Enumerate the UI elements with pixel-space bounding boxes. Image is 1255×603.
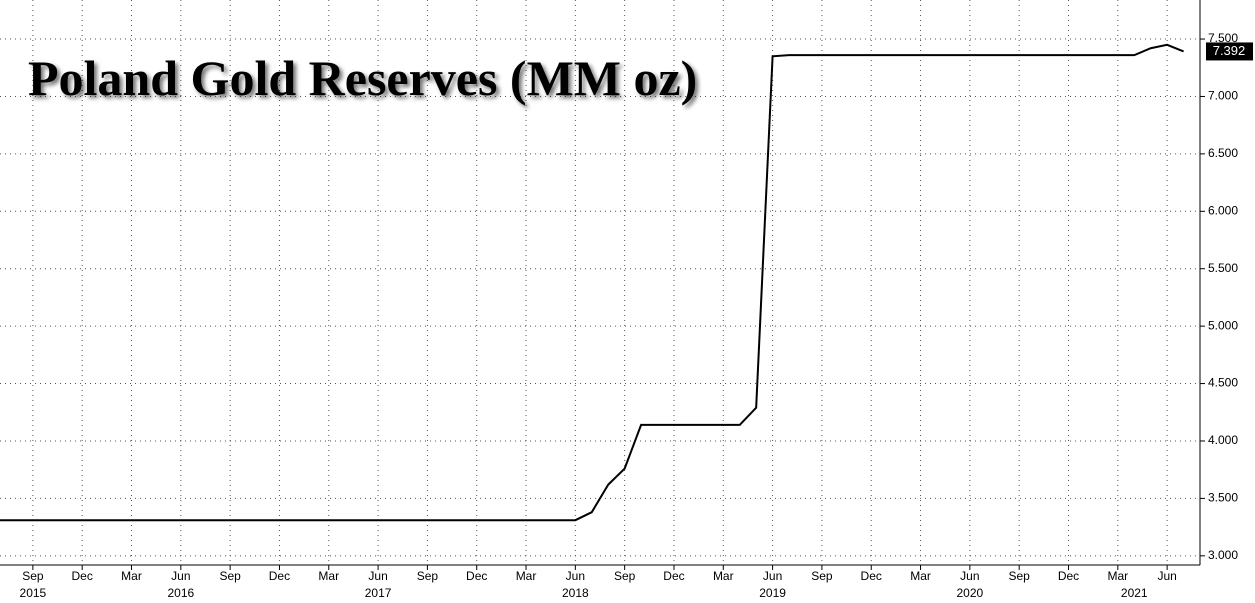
- x-tick-label: Mar: [910, 569, 931, 583]
- y-tick-label: 7.000: [1208, 89, 1238, 103]
- year-label: 2016: [167, 586, 194, 600]
- year-label: 2020: [957, 586, 984, 600]
- y-tick-label: 6.000: [1208, 203, 1238, 217]
- grid: [0, 0, 1200, 565]
- x-tick-label: Sep: [219, 569, 241, 583]
- x-tick-label: Sep: [417, 569, 439, 583]
- line: [0, 43, 1184, 522]
- x-tick-label: Mar: [1107, 569, 1128, 583]
- x-tick-label: Dec: [466, 569, 487, 583]
- x-tick-label: Mar: [318, 569, 339, 583]
- y-tick-label: 3.500: [1208, 491, 1238, 505]
- x-tick-label: Jun: [763, 569, 782, 583]
- y-tick-label: 4.000: [1208, 433, 1238, 447]
- x-tick-label: Jun: [960, 569, 979, 583]
- year-label: 2015: [20, 586, 47, 600]
- year-label: 2018: [562, 586, 589, 600]
- x-tick-label: Dec: [269, 569, 290, 583]
- x-tick-label: Dec: [663, 569, 684, 583]
- year-label: 2019: [759, 586, 786, 600]
- last-value-label: 7.392: [1213, 43, 1246, 58]
- y-tick-label: 7.500: [1208, 31, 1238, 45]
- y-tick-label: 3.000: [1208, 548, 1238, 562]
- x-tick-label: Sep: [811, 569, 833, 583]
- x-tick-label: Jun: [171, 569, 190, 583]
- x-tick-label: Jun: [1157, 569, 1176, 583]
- y-tick-label: 4.500: [1208, 376, 1238, 390]
- chart-title: Poland Gold Reserves (MM oz): [28, 50, 697, 106]
- x-tick-label: Sep: [1008, 569, 1030, 583]
- y-tick-label: 5.000: [1208, 318, 1238, 332]
- x-tick-label: Dec: [72, 569, 93, 583]
- x-tick-label: Jun: [566, 569, 585, 583]
- y-tick-label: 6.500: [1208, 146, 1238, 160]
- x-tick-label: Sep: [614, 569, 636, 583]
- x-tick-label: Mar: [516, 569, 537, 583]
- year-label: 2017: [365, 586, 392, 600]
- x-tick-label: Jun: [368, 569, 387, 583]
- x-tick-label: Mar: [121, 569, 142, 583]
- x-tick-label: Mar: [713, 569, 734, 583]
- x-tick-label: Sep: [22, 569, 44, 583]
- marks: [0, 43, 1184, 522]
- last-value-box: [1206, 42, 1253, 61]
- y-tick-label: 5.500: [1208, 261, 1238, 275]
- x-tick-label: Dec: [861, 569, 882, 583]
- year-label: 2021: [1121, 586, 1148, 600]
- x-tick-label: Dec: [1058, 569, 1079, 583]
